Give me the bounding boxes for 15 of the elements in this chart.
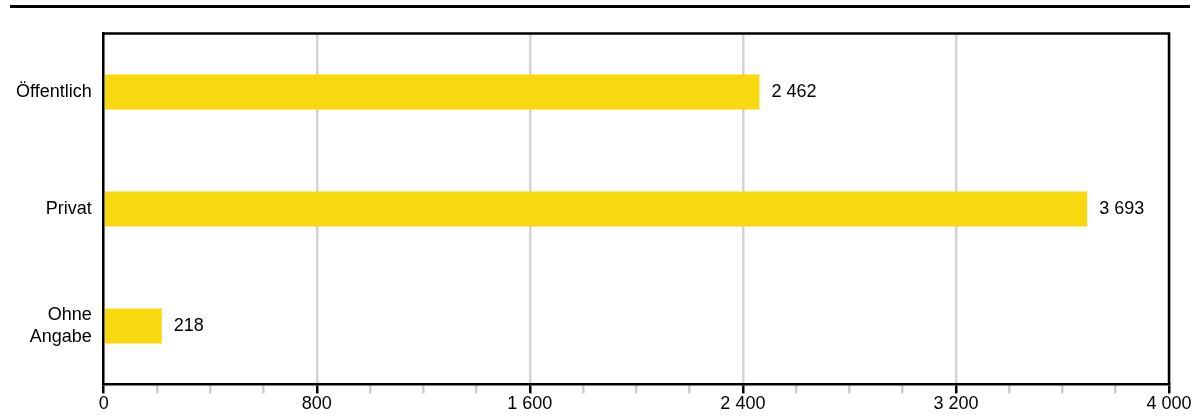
data-label: 2 462 <box>771 81 817 102</box>
x-tick-label: 1 600 <box>507 393 553 414</box>
x-tick-label: 3 200 <box>933 393 979 414</box>
x-tick-label: 2 400 <box>720 393 766 414</box>
bar <box>104 191 1088 227</box>
data-label: 3 693 <box>1099 197 1145 218</box>
x-tick-label: 800 <box>301 393 332 414</box>
y-tick-label: Ohne Angabe <box>29 304 92 346</box>
bar <box>104 74 760 110</box>
x-tick-label: 4 000 <box>1146 393 1192 414</box>
y-tick-label: Öffentlich <box>15 81 92 102</box>
bar <box>104 308 162 344</box>
y-tick-label: Privat <box>45 197 92 218</box>
data-label: 218 <box>173 314 204 335</box>
x-tick-label: 0 <box>98 393 109 414</box>
